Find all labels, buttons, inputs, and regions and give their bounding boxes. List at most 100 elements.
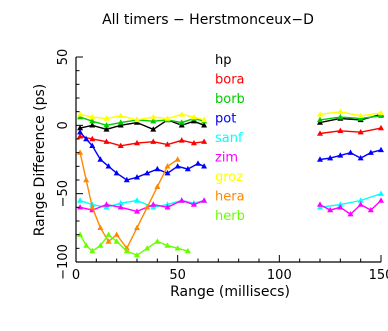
- data-point-sanf: [117, 200, 124, 206]
- data-point-hera: [89, 204, 96, 210]
- data-point-pot: [378, 146, 384, 153]
- data-point-herb: [174, 245, 181, 251]
- data-point-hp: [150, 126, 157, 132]
- data-point-bora: [337, 127, 344, 133]
- data-point-pot: [195, 160, 201, 166]
- x-tick-label: 150: [369, 268, 388, 283]
- data-point-pot: [337, 152, 344, 158]
- series-groz: [77, 108, 384, 123]
- data-point-bora: [164, 141, 171, 147]
- data-point-hera: [113, 231, 120, 237]
- data-point-pot: [357, 154, 364, 161]
- data-point-zim: [378, 197, 384, 203]
- data-point-zim: [178, 197, 185, 203]
- data-point-zim: [134, 208, 140, 214]
- data-point-herb: [154, 238, 161, 244]
- legend-label-pot: pot: [215, 112, 236, 127]
- data-point-hera: [83, 176, 90, 183]
- data-point-hera: [154, 183, 161, 190]
- data-point-bora: [317, 130, 323, 136]
- data-point-sanf: [103, 204, 110, 210]
- data-point-bora: [89, 135, 96, 142]
- legend-label-borb: borb: [215, 92, 245, 107]
- data-point-pot: [144, 169, 151, 176]
- data-point-borb: [150, 118, 157, 124]
- data-point-borb: [89, 118, 96, 124]
- series-layer: [77, 108, 384, 258]
- series-line-borb: [79, 115, 382, 127]
- data-point-herb: [97, 242, 104, 248]
- data-point-borb: [77, 113, 84, 120]
- x-tick-label: 50: [169, 268, 186, 283]
- data-point-hp: [190, 118, 197, 124]
- data-point-herb: [164, 242, 171, 248]
- data-point-sanf: [77, 197, 84, 203]
- data-point-borb: [337, 113, 344, 120]
- data-point-groz: [103, 115, 110, 121]
- data-point-groz: [89, 113, 96, 120]
- data-point-bora: [178, 137, 185, 143]
- data-point-sanf: [378, 190, 384, 196]
- data-point-herb: [105, 231, 112, 237]
- series-line-groz: [79, 110, 382, 121]
- legend-label-hp: hp: [215, 53, 232, 68]
- data-point-hp: [77, 124, 84, 131]
- data-point-pot: [123, 176, 130, 183]
- y-tick-label: 50: [56, 49, 71, 66]
- data-point-sanf: [164, 201, 171, 207]
- data-point-hp: [117, 122, 124, 128]
- data-point-herb: [134, 251, 140, 258]
- data-point-groz: [317, 111, 323, 117]
- data-point-groz: [337, 108, 344, 114]
- data-point-herb: [123, 247, 130, 254]
- data-point-sanf: [150, 204, 157, 210]
- data-point-groz: [357, 112, 364, 118]
- data-point-hp: [103, 126, 110, 132]
- data-point-zim: [357, 201, 364, 207]
- data-point-pot: [83, 135, 90, 142]
- data-point-zim: [201, 197, 208, 203]
- data-point-borb: [378, 112, 384, 118]
- series-line-bora: [79, 127, 382, 147]
- data-point-zim: [327, 206, 334, 213]
- data-point-sanf: [134, 197, 140, 203]
- x-axis-label: Range (millisecs): [170, 284, 290, 300]
- legend: hp bora borb pot sanf zim groz hera herb: [215, 53, 245, 224]
- data-point-pot: [164, 169, 171, 176]
- data-point-groz: [178, 111, 185, 117]
- y-axis-label: Range Difference (ps): [32, 84, 48, 237]
- data-point-hp: [201, 122, 208, 128]
- data-point-herb: [113, 238, 120, 244]
- legend-label-herb: herb: [215, 209, 245, 224]
- data-point-zim: [103, 201, 110, 207]
- data-point-bora: [77, 133, 84, 139]
- data-point-pot: [347, 149, 354, 155]
- data-point-sanf: [337, 201, 344, 207]
- data-point-zim: [347, 210, 354, 217]
- data-point-herb: [89, 247, 96, 254]
- data-point-pot: [97, 156, 104, 162]
- data-point-zim: [117, 204, 124, 210]
- data-point-zim: [190, 201, 197, 207]
- data-point-hera: [144, 204, 151, 210]
- data-point-hera: [134, 224, 140, 231]
- x-tick-label: 0: [72, 268, 80, 283]
- data-point-bora: [357, 128, 364, 135]
- data-point-bora: [378, 124, 384, 131]
- series-bora: [77, 124, 384, 149]
- legend-label-hera: hera: [215, 190, 245, 205]
- data-point-bora: [150, 138, 157, 144]
- data-point-hp: [178, 122, 185, 128]
- axes: 0 50 100 150 −100 −50 0 50: [56, 49, 388, 283]
- series-pot: [77, 128, 384, 183]
- data-point-herb: [77, 231, 84, 237]
- y-tick-label: −100: [56, 244, 71, 280]
- data-point-pot: [184, 165, 191, 172]
- data-point-borb: [103, 122, 110, 128]
- data-point-bora: [103, 138, 110, 144]
- data-point-hera: [174, 156, 181, 162]
- data-point-pot: [113, 169, 120, 176]
- x-tick-label: 100: [267, 268, 292, 283]
- series-herb: [77, 231, 191, 258]
